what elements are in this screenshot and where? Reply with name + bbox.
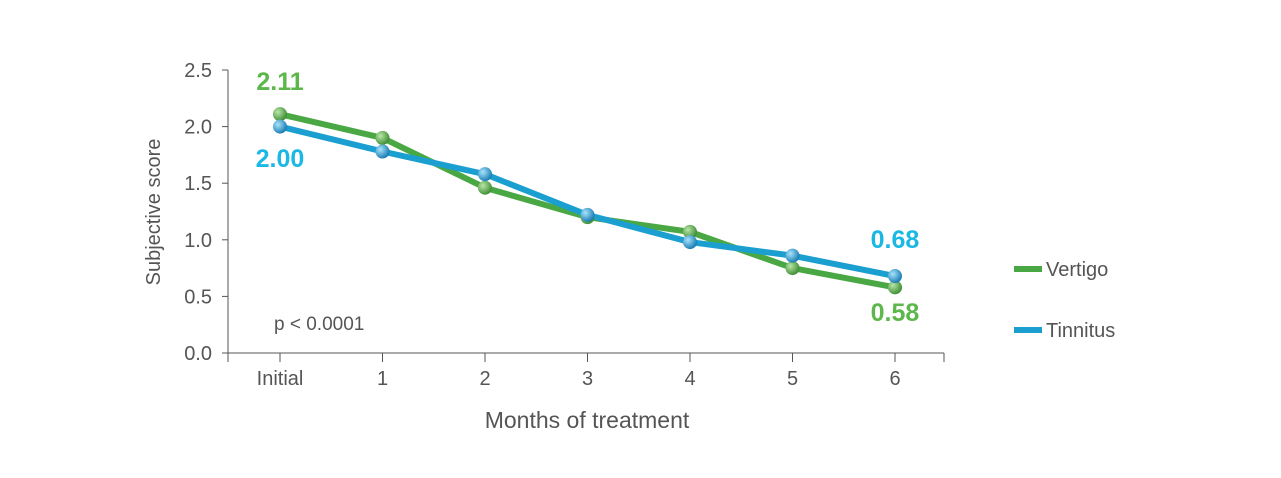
- vertigo-legend-label: Vertigo: [1046, 259, 1108, 281]
- x-tick-label: 6: [889, 368, 900, 390]
- tinnitus-data-point: [683, 235, 697, 250]
- vertigo-start-label: 2.11: [256, 68, 303, 96]
- x-tick-label: 5: [787, 368, 798, 390]
- vertigo-data-point: [888, 280, 902, 295]
- tinnitus-series-line: [277, 123, 898, 280]
- tinnitus-data-point: [785, 248, 800, 263]
- x-tick-label: 4: [684, 368, 695, 390]
- tinnitus-start-label: 2.00: [256, 145, 305, 173]
- vertigo-series-line: [277, 111, 898, 291]
- tinnitus-data-point: [888, 269, 902, 284]
- y-tick-label: 1.0: [184, 230, 212, 252]
- vertigo-data-point: [375, 130, 390, 145]
- x-tick-label: 1: [377, 368, 388, 390]
- tinnitus-data-point: [478, 167, 492, 182]
- vertigo-end-label: 0.58: [871, 299, 920, 327]
- tinnitus-data-point: [580, 207, 595, 222]
- tinnitus-end-label: 0.68: [871, 226, 920, 254]
- tinnitus-data-point: [273, 119, 287, 134]
- x-tick-label: 3: [582, 368, 593, 390]
- y-tick-label: 2.5: [184, 60, 212, 82]
- tinnitus-legend-label: Tinnitus: [1046, 320, 1115, 342]
- p-value-annotation: p < 0.0001: [274, 314, 364, 335]
- vertigo-data-point: [478, 180, 492, 195]
- legend: Vertigo Tinnitus: [1014, 259, 1115, 342]
- y-tick-label: 0.0: [184, 343, 212, 365]
- y-axis-title: Subjective score: [143, 139, 165, 286]
- x-axis-title: Months of treatment: [485, 407, 690, 433]
- y-tick-label: 0.5: [184, 286, 212, 308]
- x-tick-label: 2: [479, 368, 490, 390]
- vertigo-data-point: [273, 107, 287, 122]
- vertigo-data-point: [785, 261, 800, 276]
- tinnitus-data-point: [375, 144, 390, 159]
- y-tick-label: 2.0: [184, 117, 212, 139]
- y-tick-label: 1.5: [184, 173, 212, 195]
- vertigo-data-point: [683, 224, 697, 239]
- x-tick-label: Initial: [257, 368, 304, 390]
